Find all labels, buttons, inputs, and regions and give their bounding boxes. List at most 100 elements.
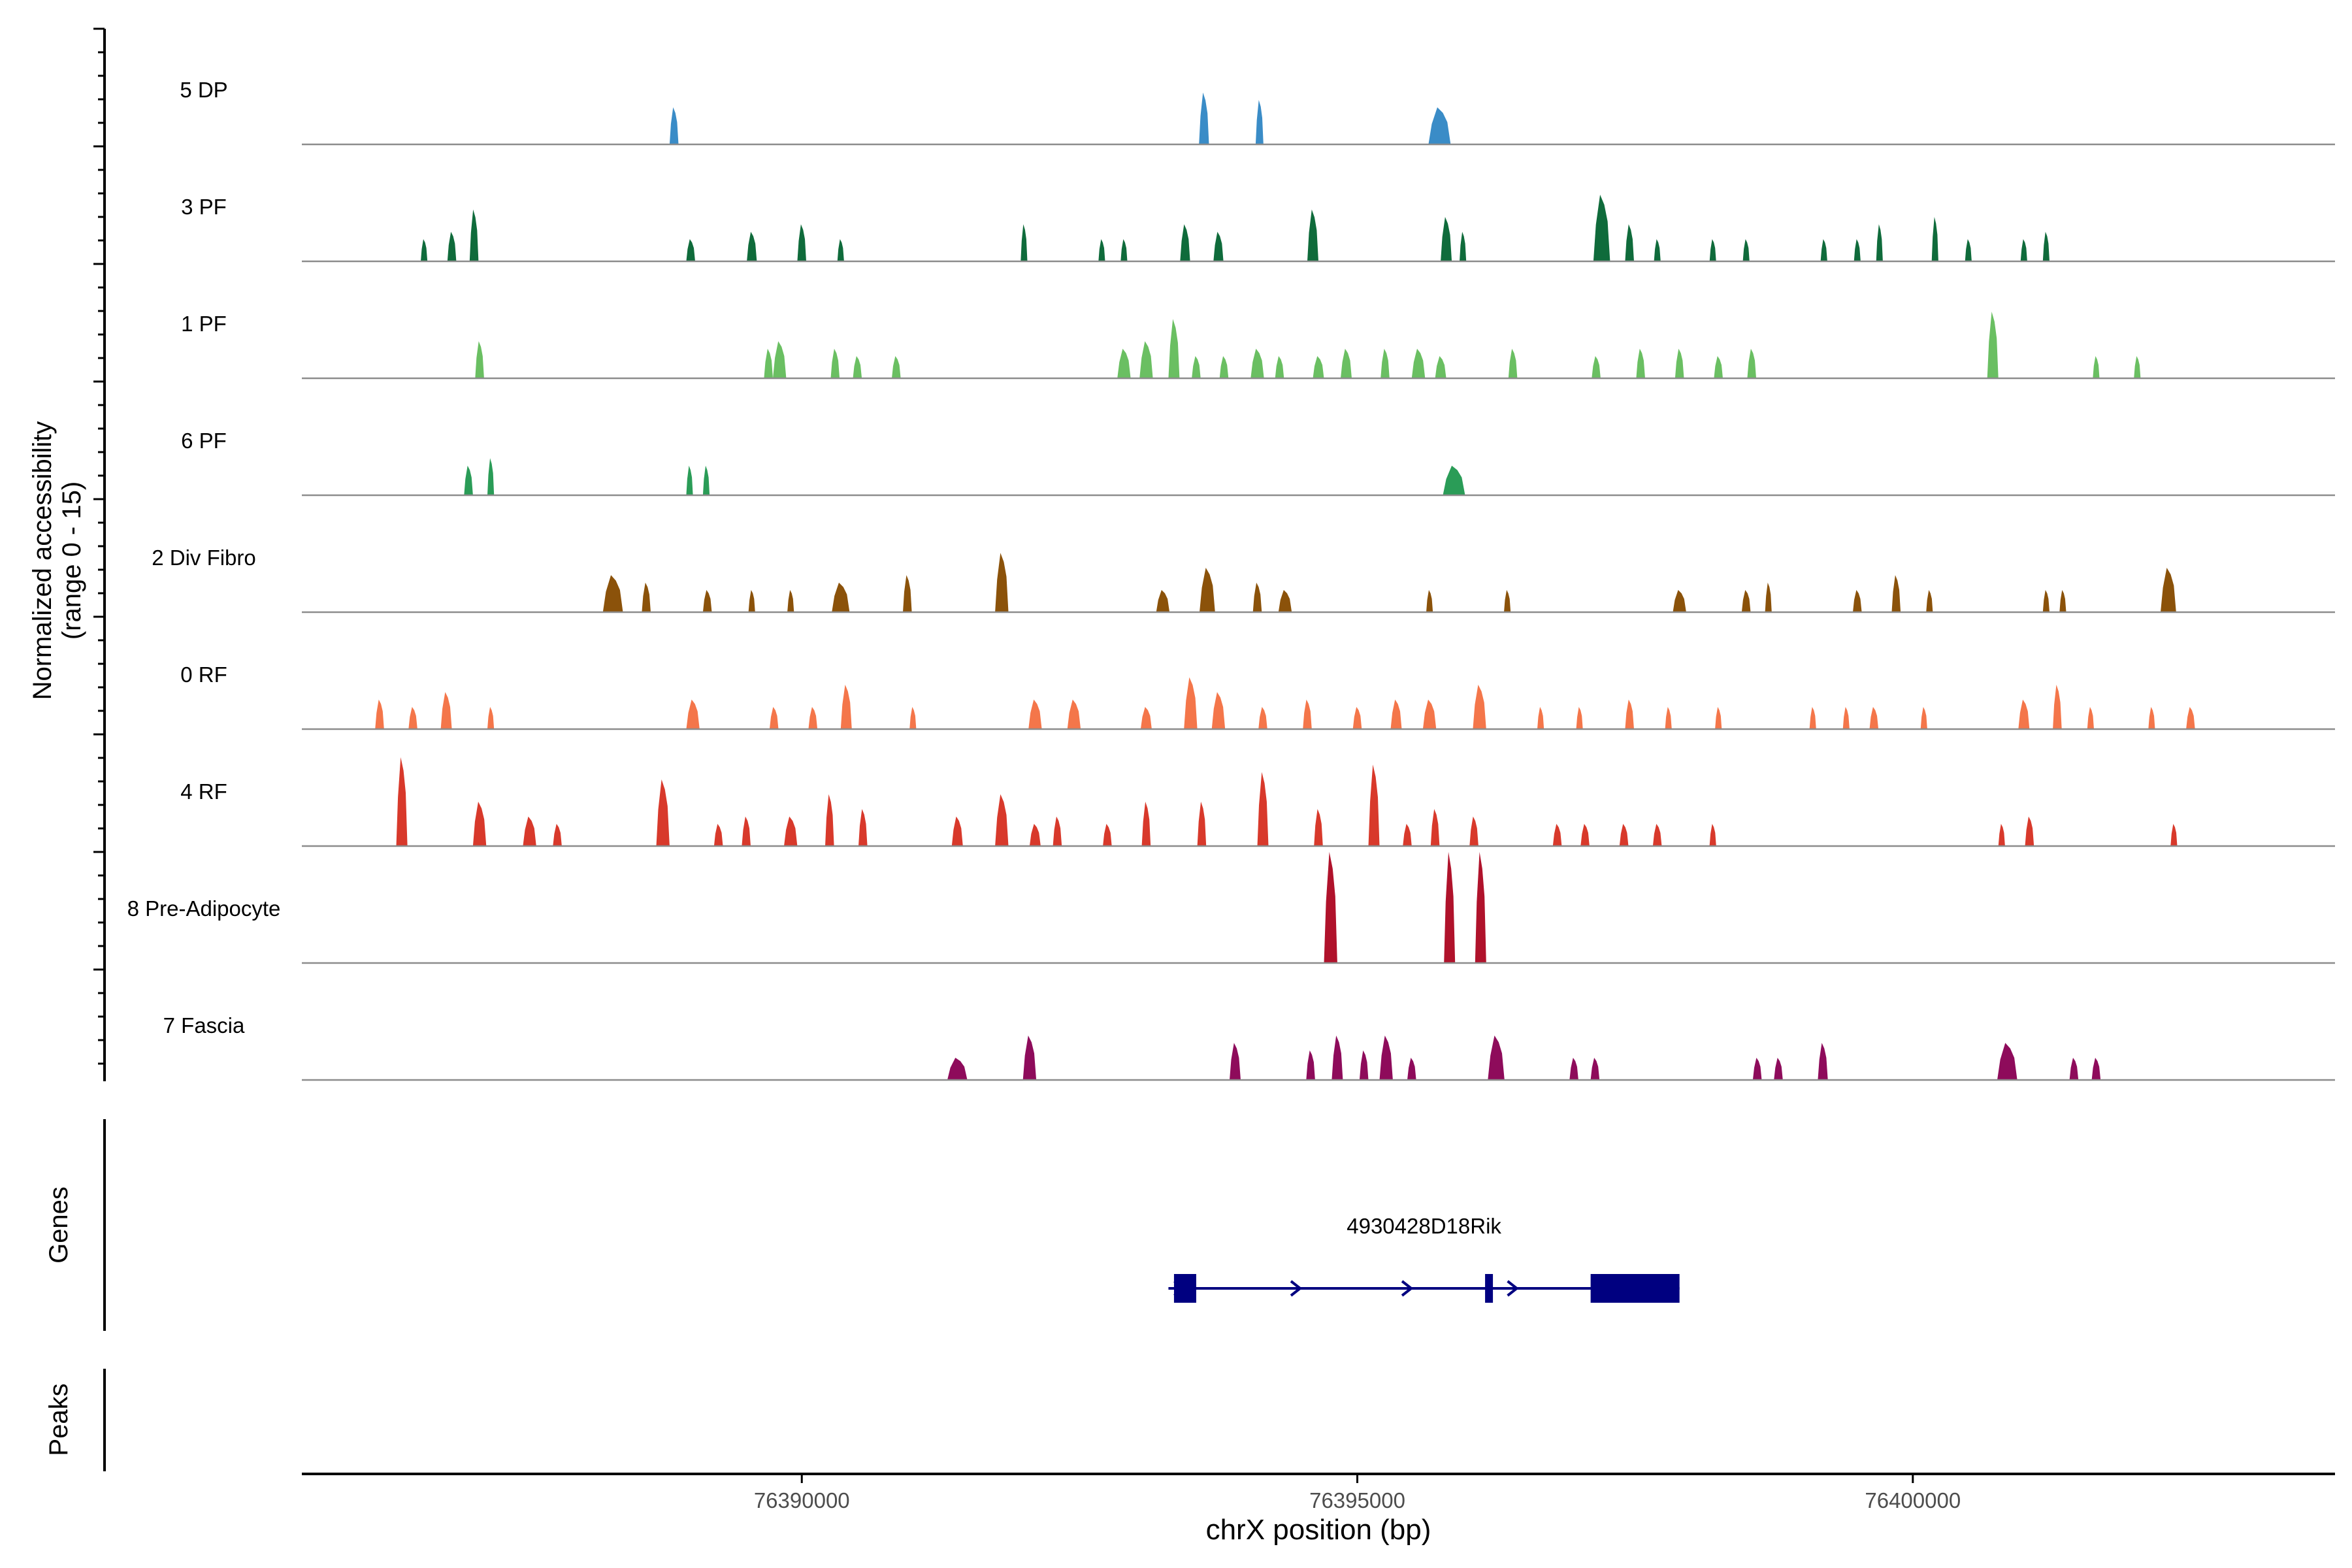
coverage-peak (1307, 209, 1318, 261)
coverage-peak (1258, 707, 1267, 729)
coverage-peak (1625, 224, 1634, 261)
coverage-peak (1184, 677, 1198, 729)
genes-track-label: Genes (44, 1186, 73, 1264)
coverage-peak (1931, 217, 1938, 261)
coverage-peak (1742, 239, 1750, 261)
coverage-peak (1022, 1036, 1037, 1080)
track-7-fascia: 7 Fascia (163, 1013, 2335, 1081)
coverage-peak (713, 824, 723, 846)
coverage-peak (1809, 707, 1816, 729)
coverage-peak (825, 794, 834, 846)
coverage-peak (1504, 590, 1511, 612)
coverage-peak (2053, 685, 2062, 729)
track-1-pf: 1 PF (181, 312, 2335, 380)
coverage-peak (686, 699, 700, 729)
coverage-peak (951, 816, 963, 846)
coverage-peak (1426, 590, 1433, 612)
coverage-peak (1674, 348, 1684, 378)
coverage-peak (1140, 707, 1152, 729)
coverage-peak (396, 757, 408, 846)
coverage-peak (764, 348, 773, 378)
coverage-peak (1411, 348, 1426, 378)
coverage-peak (1741, 590, 1751, 612)
coverage-peak (1380, 348, 1390, 378)
track-2-div-fibro: 2 Div Fibro (152, 546, 2335, 613)
track-4-rf: 4 RF (180, 757, 2335, 847)
coverage-peak (1709, 239, 1716, 261)
coverage-peak (995, 553, 1009, 612)
track-6-pf: 6 PF (181, 429, 2335, 497)
strand-arrow-icon (1507, 1280, 1519, 1297)
coverage-peak (1197, 802, 1207, 846)
coverage-peak (1965, 239, 1972, 261)
coverage-peak (1652, 824, 1662, 846)
coverage-peak (1331, 1036, 1343, 1080)
coverage-peak (1313, 356, 1324, 378)
coverage-peak (892, 356, 901, 378)
coverage-peak (1853, 590, 1862, 612)
coverage-peak (2042, 590, 2050, 612)
coverage-peak (408, 707, 417, 729)
coverage-peak (523, 816, 536, 846)
coverage-peak (1537, 707, 1544, 729)
track-label: 6 PF (181, 429, 227, 453)
coverage-peak (784, 816, 798, 846)
coverage-peak (2087, 707, 2094, 729)
coverage-peak (832, 582, 850, 612)
coverage-peak (1576, 707, 1583, 729)
coverage-peak (1257, 772, 1269, 846)
coverage-peak (2170, 824, 2178, 846)
coverage-peak (1199, 92, 1209, 144)
gene-exon (1173, 1274, 1196, 1303)
coverage-peak (686, 465, 693, 495)
coverage-peak (1619, 824, 1629, 846)
coverage-peak (2069, 1058, 2079, 1080)
coverage-peak (1580, 824, 1590, 846)
coverage-peak (1765, 582, 1772, 612)
coverage-peak (1552, 824, 1562, 846)
coverage-peak (1926, 590, 1933, 612)
gene-model (1168, 1274, 1680, 1303)
coverage-tracks: 5 DP 3 PF 1 PF 6 PF 2 Div Fibro 0 RF 4 RF 8 Pre… (127, 78, 2335, 1081)
coverage-peak (2059, 590, 2066, 612)
coverage-peak (787, 590, 794, 612)
gene-name-label: 4930428D18Rik (1347, 1214, 1501, 1238)
coverage-peak (1252, 582, 1262, 612)
coverage-peak (769, 707, 779, 729)
coverage-peak (1430, 809, 1440, 846)
coverage-peak (1139, 341, 1153, 378)
coverage-peak (1774, 1058, 1783, 1080)
coverage-peak (903, 575, 912, 612)
track-label: 0 RF (180, 662, 227, 687)
coverage-peak (642, 582, 651, 612)
coverage-peak (1441, 217, 1452, 261)
gene-exon (1590, 1274, 1680, 1303)
coverage-peak (1250, 348, 1264, 378)
coverage-peak (1998, 824, 2005, 846)
coverage-peak (1625, 699, 1634, 729)
coverage-peak (1053, 816, 1062, 846)
coverage-peak (1021, 224, 1028, 261)
coverage-peak (853, 356, 862, 378)
coverage-peak (1230, 1043, 1241, 1080)
x-tick-label: 76390000 (754, 1488, 850, 1512)
coverage-peak (1200, 568, 1215, 612)
coverage-peak (1920, 707, 1927, 729)
coverage-peak (1341, 348, 1352, 378)
coverage-peak (840, 685, 852, 729)
track-label: 2 Div Fibro (152, 546, 256, 570)
coverage-peak (1475, 852, 1486, 963)
coverage-peak (1407, 1058, 1416, 1080)
coverage-peak (1213, 231, 1224, 261)
coverage-peak (702, 465, 710, 495)
strand-arrow-icon (1401, 1280, 1414, 1297)
coverage-peak (1141, 802, 1151, 846)
coverage-peak (1869, 707, 1879, 729)
coverage-peak (1460, 231, 1467, 261)
coverage-peak (475, 341, 484, 378)
coverage-peak (742, 816, 751, 846)
coverage-peak (472, 802, 487, 846)
track-label: 7 Fascia (163, 1013, 245, 1037)
coverage-peak (1255, 100, 1264, 144)
track-label: 1 PF (181, 312, 227, 336)
